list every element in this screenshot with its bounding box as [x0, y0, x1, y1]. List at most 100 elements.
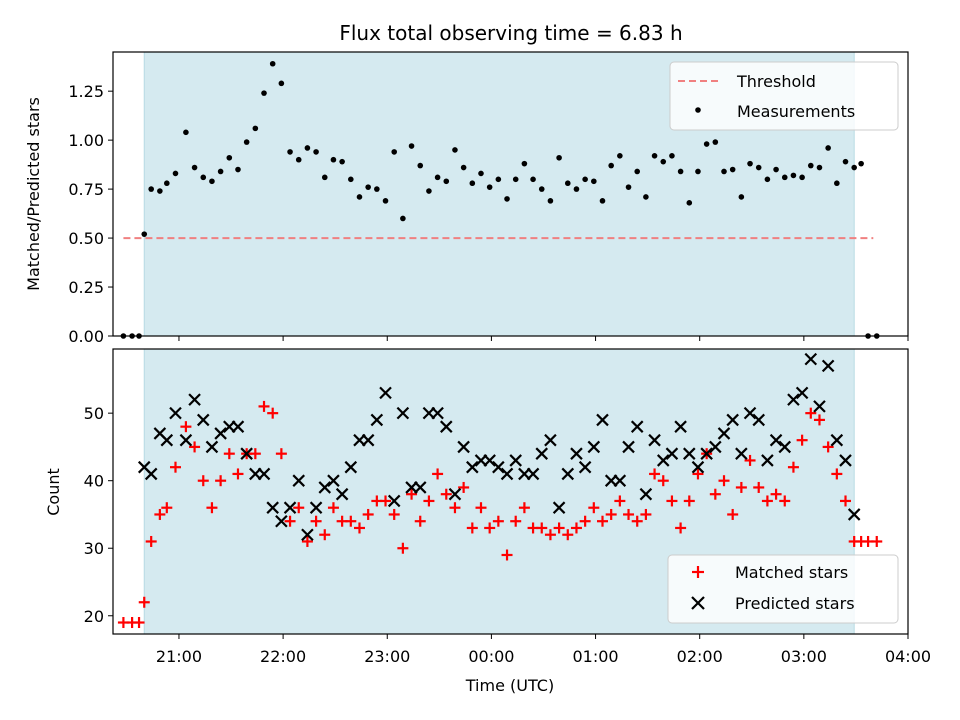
- matched-star-marker: [596, 515, 608, 527]
- measurement-point: [452, 147, 458, 153]
- measurement-point: [617, 153, 623, 159]
- predicted-star-marker: [169, 406, 182, 420]
- measurement-point: [443, 178, 450, 185]
- predicted-star-marker: [448, 487, 462, 501]
- measurement-point: [755, 164, 762, 171]
- matched-star-marker: [605, 508, 617, 520]
- predicted-star-marker: [188, 393, 201, 406]
- matched-star-marker: [388, 508, 400, 520]
- measurement-point: [209, 178, 215, 185]
- predicted-star-marker: [743, 406, 757, 420]
- measurement-point: [486, 184, 493, 190]
- matched-star-marker: [718, 475, 730, 487]
- measurement-point: [643, 194, 649, 200]
- measurement-point: [816, 164, 823, 171]
- top-y-tick-label: 1.00: [68, 131, 104, 150]
- predicted-star-marker: [179, 433, 193, 447]
- measurement-point: [164, 180, 170, 187]
- matched-star-marker: [744, 454, 756, 466]
- top-y-axis-label: Matched/Predicted stars: [24, 97, 43, 291]
- predicted-star-marker: [544, 433, 557, 447]
- chart-title: Flux total observing time = 6.83 h: [339, 21, 682, 45]
- measurement-point: [599, 198, 606, 204]
- predicted-star-marker: [570, 447, 583, 460]
- matched-star-marker: [840, 495, 852, 507]
- predicted-star-marker: [318, 481, 332, 494]
- x-tick-label: 00:00: [468, 647, 514, 666]
- predicted-star-marker: [804, 352, 818, 366]
- predicted-star-marker: [752, 413, 765, 427]
- measurement-point: [183, 129, 189, 136]
- measurement-point: [608, 162, 614, 169]
- predicted-star-marker: [656, 454, 670, 467]
- matched-star-marker: [570, 522, 582, 534]
- top-legend-box: [669, 61, 899, 131]
- predicted-star-marker: [700, 447, 713, 460]
- predicted-star-marker: [561, 467, 575, 481]
- measurement-point: [660, 158, 667, 165]
- measurement-point: [547, 198, 554, 204]
- matched-star-marker: [709, 488, 721, 500]
- legend-threshold-label: Threshold: [736, 72, 816, 91]
- measurement-point: [226, 154, 233, 161]
- measurement-point: [530, 176, 536, 183]
- measurement-point: [287, 149, 293, 155]
- predicted-star-marker: [821, 359, 835, 373]
- predicted-star-marker: [761, 454, 774, 467]
- x-tick-label: 21:00: [156, 647, 202, 666]
- matched-star-marker: [623, 508, 635, 520]
- matched-star-marker: [640, 508, 652, 520]
- predicted-star-marker: [683, 447, 696, 460]
- bottom-legend-box: [667, 554, 899, 624]
- matched-star-marker: [466, 522, 478, 534]
- measurement-point: [712, 139, 719, 145]
- bottom-y-ticks: 20 30 40 50: [84, 404, 113, 626]
- measurement-point: [582, 176, 588, 183]
- top-y-ticks: 0.00 0.25 0.50 0.75 1.00 1.25: [68, 82, 113, 346]
- matched-star-marker: [579, 515, 591, 527]
- predicted-star-marker: [266, 501, 279, 514]
- matched-star-marker: [432, 468, 444, 480]
- matched-star-marker: [301, 535, 313, 547]
- measurement-point: [799, 174, 805, 181]
- matched-star-marker: [562, 529, 574, 541]
- measurement-point: [400, 215, 406, 222]
- top-legend: Threshold Measurements: [669, 61, 899, 131]
- predicted-star-marker: [665, 447, 679, 460]
- bottom-x-ticks: 21:00 22:00 23:00 00:00 01:00 02:00 03:00 04:00: [156, 634, 931, 666]
- measurement-point: [495, 176, 502, 183]
- measurement-point: [521, 160, 528, 167]
- predicted-star-marker: [379, 386, 392, 400]
- predicted-star-marker: [691, 460, 705, 474]
- bottom-legend: Matched stars Predicted stars: [667, 554, 899, 624]
- matched-star-marker: [553, 522, 565, 534]
- matched-star-marker: [423, 495, 435, 507]
- matched-star-marker: [154, 508, 166, 520]
- predicted-stars-points: [137, 352, 861, 542]
- predicted-star-marker: [344, 460, 358, 474]
- matched-star-marker: [169, 461, 181, 473]
- predicted-star-marker: [275, 514, 288, 528]
- predicted-star-marker: [709, 440, 722, 454]
- bottom-panel: 20 30 40 50 21:00 22:00 23:00 00:00 01:00 02:00 0…: [44, 348, 931, 695]
- x-axis-label: Time (UTC): [465, 676, 554, 695]
- measurement-point: [356, 194, 363, 200]
- measurement-point: [330, 156, 337, 163]
- measurement-point: [365, 184, 371, 190]
- predicted-star-marker: [327, 474, 340, 487]
- measurement-point: [374, 186, 380, 192]
- matched-star-marker: [449, 502, 461, 514]
- predicted-star-marker: [830, 433, 844, 447]
- measurement-point: [434, 174, 441, 181]
- measurement-point: [217, 168, 224, 175]
- x-tick-label: 23:00: [364, 647, 410, 666]
- predicted-star-marker: [535, 447, 549, 460]
- matched-star-marker: [536, 522, 548, 534]
- measurement-point: [573, 186, 580, 192]
- matched-star-marker: [675, 522, 687, 534]
- matched-star-marker: [822, 441, 834, 453]
- measurement-point: [295, 156, 302, 163]
- predicted-star-marker: [639, 487, 653, 501]
- predicted-star-marker: [231, 420, 245, 433]
- matched-star-marker: [249, 448, 261, 460]
